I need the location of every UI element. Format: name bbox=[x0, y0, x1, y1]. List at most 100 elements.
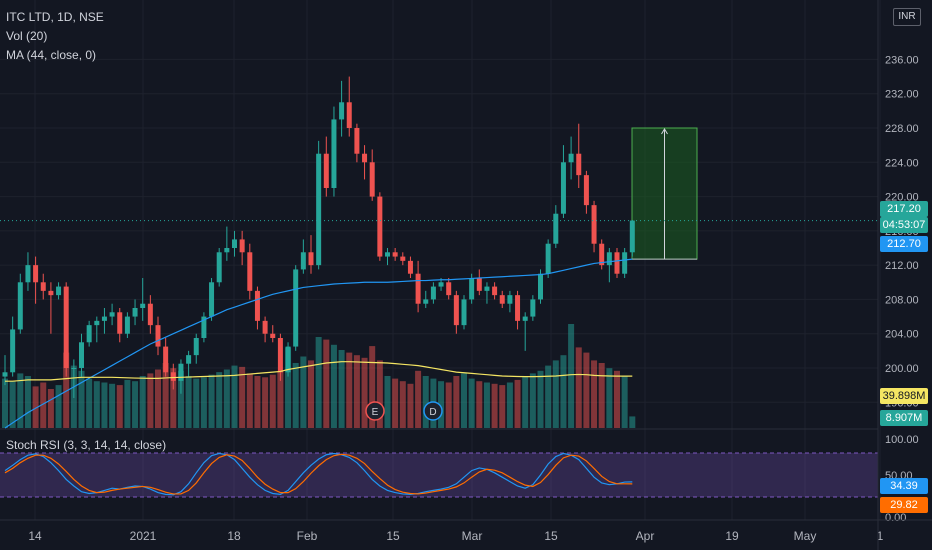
volume-bar bbox=[216, 372, 223, 428]
candle-body bbox=[560, 162, 566, 214]
volume-bar bbox=[63, 352, 70, 428]
candle-body bbox=[117, 312, 123, 334]
candle-body bbox=[56, 286, 62, 296]
volume-bar bbox=[361, 357, 368, 428]
volume-bar bbox=[338, 350, 345, 428]
candle-body bbox=[614, 252, 620, 274]
candle-body bbox=[400, 256, 406, 261]
volume-bar bbox=[109, 383, 116, 428]
ma-value-tag: 212.70 bbox=[880, 236, 928, 252]
candle-body bbox=[40, 282, 46, 291]
price-tick-label: 208.00 bbox=[885, 294, 919, 306]
dividend-marker[interactable]: D bbox=[423, 401, 443, 421]
volume-bar bbox=[621, 376, 628, 428]
candle-body bbox=[499, 295, 505, 304]
candle-body bbox=[101, 316, 107, 321]
earnings-marker[interactable]: E bbox=[365, 401, 385, 421]
time-tick-label: May bbox=[794, 529, 817, 543]
candle-body bbox=[415, 273, 421, 304]
symbol-legend[interactable]: ITC LTD, 1D, NSE bbox=[6, 10, 104, 24]
candle-body bbox=[178, 363, 184, 381]
time-tick-label: 2021 bbox=[130, 529, 157, 543]
currency-button[interactable]: INR bbox=[893, 8, 921, 26]
long-position-tool[interactable] bbox=[631, 127, 698, 260]
candle-body bbox=[25, 265, 31, 283]
candle-body bbox=[155, 325, 161, 347]
candle-body bbox=[216, 252, 222, 283]
volume-bar bbox=[415, 370, 422, 428]
position-arrow-head bbox=[661, 128, 668, 135]
candle-body bbox=[254, 290, 260, 321]
candlesticks bbox=[2, 76, 635, 398]
volume-bar bbox=[438, 381, 445, 428]
volume-bar bbox=[101, 382, 108, 428]
candle-body bbox=[132, 308, 138, 317]
candle-body bbox=[346, 102, 352, 128]
volume-bar bbox=[223, 369, 230, 428]
axes: 196.00200.00204.00208.00212.00216.00220.… bbox=[28, 54, 918, 543]
volume-bar bbox=[545, 365, 552, 428]
volume-legend[interactable]: Vol (20) bbox=[6, 29, 48, 43]
volume-bar bbox=[537, 370, 544, 428]
candle-body bbox=[469, 278, 475, 300]
dividend-label: D bbox=[429, 407, 436, 418]
moving-average bbox=[0, 220, 878, 429]
volume-bar bbox=[93, 381, 100, 428]
volume-bar bbox=[560, 355, 567, 428]
time-tick-label: Feb bbox=[297, 529, 318, 543]
volume-bar bbox=[476, 381, 483, 428]
candle-body bbox=[507, 295, 513, 304]
volume-value-tag: 8.907M bbox=[880, 410, 928, 426]
candle-body bbox=[86, 325, 92, 343]
event-markers[interactable]: E D bbox=[365, 401, 443, 421]
volume-bar bbox=[453, 376, 460, 428]
candle-body bbox=[530, 299, 536, 317]
candle-body bbox=[538, 273, 543, 300]
volume-bar bbox=[300, 356, 307, 428]
ma-legend[interactable]: MA (44, close, 0) bbox=[6, 48, 97, 62]
volume-bar bbox=[392, 378, 399, 428]
candle-body bbox=[453, 295, 459, 326]
candle-body bbox=[140, 303, 146, 308]
vol-ma-value-tag: 39.898M bbox=[880, 388, 928, 404]
candle-body bbox=[377, 196, 383, 257]
time-tick-label: 1 bbox=[877, 529, 884, 543]
candle-body bbox=[629, 220, 635, 253]
candle-body bbox=[385, 252, 390, 257]
volume-bar bbox=[461, 373, 467, 428]
candle-body bbox=[553, 213, 559, 244]
candle-body bbox=[186, 355, 192, 364]
volume-bar bbox=[552, 360, 559, 428]
rsi-tick-label: 100.00 bbox=[885, 434, 919, 446]
price-tick-label: 224.00 bbox=[885, 157, 919, 169]
volume-bar bbox=[116, 385, 123, 428]
volume-bar bbox=[529, 373, 536, 428]
volume-bar bbox=[614, 370, 620, 428]
volume-bar bbox=[262, 377, 269, 428]
candle-body bbox=[583, 175, 589, 206]
volume-bar bbox=[399, 381, 406, 428]
candle-body bbox=[10, 329, 16, 373]
candle-body bbox=[484, 286, 490, 291]
volume-ma-line bbox=[5, 361, 633, 382]
volume-bar bbox=[162, 363, 169, 428]
candle-body bbox=[94, 320, 100, 326]
candle-body bbox=[362, 153, 368, 163]
volume-bar bbox=[483, 382, 490, 428]
candle-body bbox=[568, 153, 574, 163]
candle-body bbox=[622, 252, 628, 274]
volume-bar bbox=[239, 366, 246, 428]
price-tick-label: 212.00 bbox=[885, 260, 919, 272]
volume-bar bbox=[376, 360, 383, 428]
volume-bar bbox=[330, 344, 337, 428]
volume-bar bbox=[2, 378, 8, 428]
volume-bar bbox=[575, 347, 582, 428]
volume-bar bbox=[24, 376, 31, 428]
candle-body bbox=[476, 278, 482, 291]
candle-body bbox=[522, 316, 528, 321]
stoch-rsi-legend[interactable]: Stoch RSI (3, 3, 14, 14, close) bbox=[6, 438, 167, 452]
candle-body bbox=[515, 295, 521, 321]
volume-bar bbox=[522, 376, 529, 428]
